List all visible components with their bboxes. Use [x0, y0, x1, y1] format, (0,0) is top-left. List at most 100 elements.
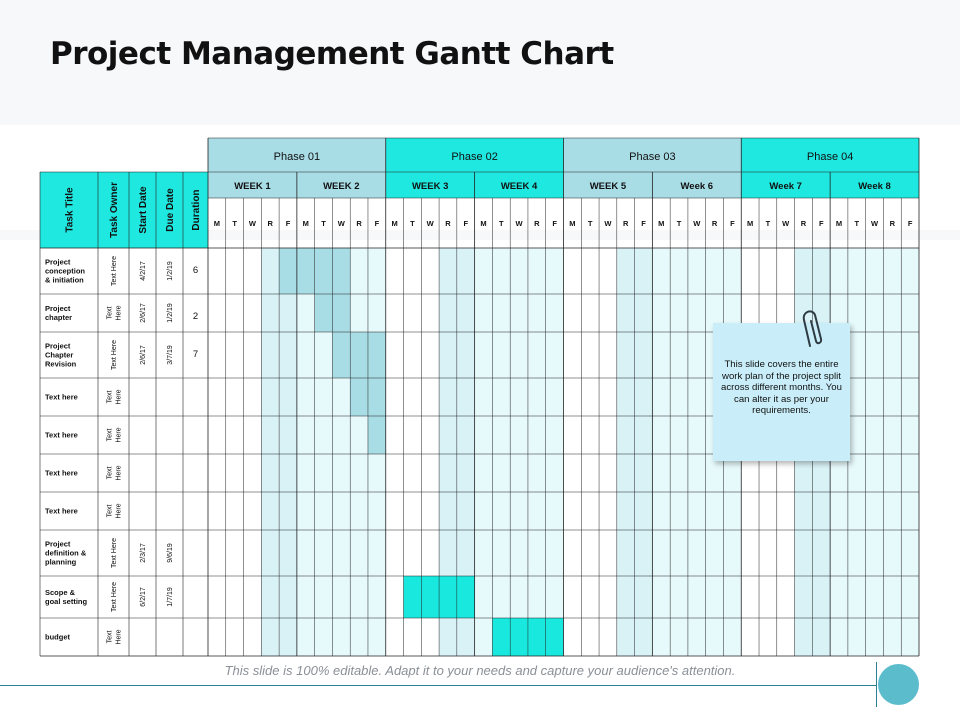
task-start-date: 6/2/17: [140, 587, 147, 607]
day-label: R: [712, 219, 718, 228]
task-due-date: 3/7/19: [167, 345, 174, 365]
day-label: T: [410, 219, 415, 228]
day-label: T: [588, 219, 593, 228]
task-owner: Text Here: [111, 340, 118, 370]
day-label: F: [463, 219, 468, 228]
week-label: Week 6: [681, 181, 714, 192]
day-label: F: [375, 219, 380, 228]
day-label: W: [782, 219, 790, 228]
day-label: R: [801, 219, 807, 228]
task-title: Scope &: [45, 588, 76, 597]
week-label: WEEK 1: [234, 181, 271, 192]
page-title: Project Management Gantt Chart: [50, 36, 614, 72]
task-owner: Text Here: [111, 582, 118, 612]
day-label: T: [232, 219, 237, 228]
day-label: W: [338, 219, 346, 228]
header-left-background: [40, 172, 208, 248]
task-owner: Text: [107, 505, 114, 518]
decorative-circle: [878, 664, 919, 705]
task-owner: Text: [107, 631, 114, 644]
task-title: Revision: [45, 360, 77, 369]
day-label: T: [499, 219, 504, 228]
task-title: planning: [45, 558, 77, 567]
day-label: M: [303, 219, 309, 228]
day-label: M: [214, 219, 220, 228]
day-label: M: [392, 219, 398, 228]
task-start-date: 4/2/17: [140, 261, 147, 281]
phase-header-4: [741, 138, 919, 172]
phase-label: Phase 01: [274, 151, 320, 163]
task-owner: Text: [107, 391, 114, 404]
day-label: M: [836, 219, 842, 228]
task-owner: Text: [107, 467, 114, 480]
phase-label: Phase 02: [451, 151, 497, 163]
day-label: W: [604, 219, 612, 228]
task-owner: Here: [116, 465, 123, 480]
task-owner: Here: [116, 427, 123, 442]
task-start-date: 2/6/17: [140, 303, 147, 323]
footer-divider: [0, 685, 876, 686]
day-label: F: [819, 219, 824, 228]
day-label: R: [890, 219, 896, 228]
task-title: Text here: [45, 431, 78, 440]
task-duration: 6: [193, 265, 198, 276]
header-start-date: Start Date: [138, 186, 149, 234]
task-owner: Here: [116, 503, 123, 518]
task-owner: Here: [116, 629, 123, 644]
day-label: F: [908, 219, 913, 228]
task-title: chapter: [45, 313, 72, 322]
week-label: WEEK 4: [501, 181, 538, 192]
day-label: F: [730, 219, 735, 228]
phase-header-2: [385, 138, 564, 172]
task-bar: [332, 332, 386, 378]
task-owner: Text Here: [111, 538, 118, 568]
task-start-date: 2/6/17: [140, 345, 147, 365]
phase-header-3: [563, 138, 742, 172]
sticky-note: This slide covers the entire work plan o…: [713, 323, 850, 461]
day-label: F: [552, 219, 557, 228]
task-owner: Text Here: [111, 256, 118, 286]
day-label: M: [658, 219, 664, 228]
day-label: M: [569, 219, 575, 228]
day-label: M: [747, 219, 753, 228]
task-owner: Here: [116, 305, 123, 320]
header-task-title: Task Title: [65, 187, 76, 233]
day-label: W: [871, 219, 879, 228]
task-title: Text here: [45, 469, 78, 478]
week-label: Week 7: [769, 181, 802, 192]
footer-text: This slide is 100% editable. Adapt it to…: [224, 663, 736, 678]
day-label: R: [445, 219, 451, 228]
task-due-date: 9/6/19: [167, 543, 174, 563]
week-label: WEEK 2: [323, 181, 359, 192]
day-label: R: [356, 219, 362, 228]
day-label: R: [623, 219, 629, 228]
paperclip-icon: [802, 310, 823, 347]
task-due-date: 1/7/19: [167, 587, 174, 607]
task-title: & initiation: [45, 276, 84, 285]
week-label: WEEK 5: [590, 181, 627, 192]
task-duration: 2: [193, 311, 198, 322]
day-label: R: [268, 219, 274, 228]
task-bar: [367, 416, 386, 454]
task-title: conception: [45, 267, 85, 276]
task-due-date: 1/2/19: [167, 261, 174, 281]
day-label: W: [693, 219, 701, 228]
day-label: W: [427, 219, 435, 228]
note-text: This slide covers the entire work plan o…: [721, 359, 842, 417]
background-band-bottom: [0, 230, 960, 240]
day-label: W: [249, 219, 257, 228]
task-title: Project: [45, 540, 71, 549]
task-duration: 7: [193, 349, 198, 360]
task-owner: Text: [107, 307, 114, 320]
task-title: Project: [45, 258, 71, 267]
task-start-date: 2/3/17: [140, 543, 147, 563]
task-owner: Here: [116, 389, 123, 404]
task-title: Project: [45, 304, 71, 313]
header-task-owner: Task Owner: [109, 182, 120, 238]
task-title: Text here: [45, 507, 78, 516]
phase-label: Phase 04: [807, 151, 853, 163]
task-title: definition &: [45, 549, 87, 558]
week-label: Week 8: [858, 181, 891, 192]
task-title: goal setting: [45, 597, 88, 606]
header-duration: Duration: [191, 189, 202, 230]
